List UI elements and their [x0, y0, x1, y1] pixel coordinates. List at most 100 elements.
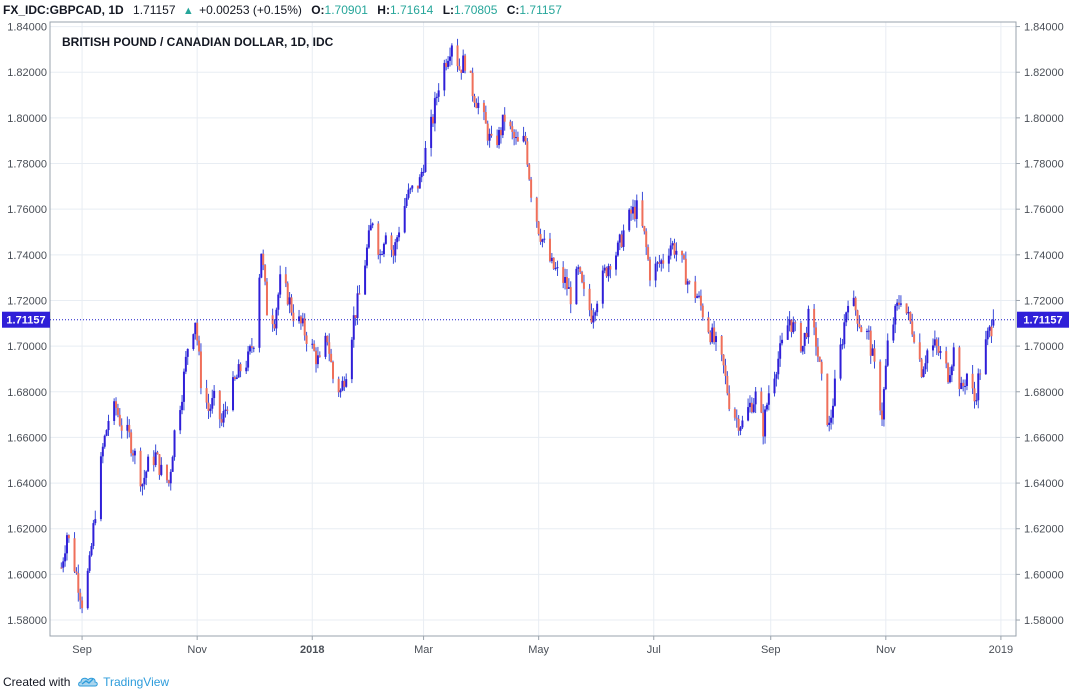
candle-down [475, 102, 478, 108]
candle-up [845, 312, 848, 323]
candle-up [603, 267, 606, 271]
candle-up [801, 345, 804, 352]
candle-down [120, 425, 123, 431]
y-tick-label-right: 1.58000 [1024, 615, 1064, 627]
candle-up [477, 102, 480, 108]
candle-down [537, 221, 540, 235]
candle-down [75, 571, 78, 574]
last-price: 1.71157 [133, 3, 176, 17]
candle-up [160, 464, 163, 475]
y-tick-label-right: 1.62000 [1024, 524, 1064, 536]
candle-up [992, 319, 995, 326]
candle-up [950, 366, 953, 376]
candle-down [377, 223, 380, 255]
candle-up [105, 430, 108, 436]
candle-down [662, 260, 665, 264]
candle-up [543, 238, 546, 240]
candle-up [892, 324, 895, 341]
candle-down [265, 281, 268, 316]
candle-down [490, 133, 493, 136]
candle-up [462, 55, 465, 73]
candle-down [156, 452, 159, 455]
candle-up [64, 553, 67, 562]
candle-up [298, 316, 301, 322]
candle-up [865, 331, 868, 333]
y-tick-label-right: 1.70000 [1024, 341, 1064, 353]
candle-down [516, 137, 519, 142]
candle-up [792, 322, 795, 333]
y-tick-label-left: 1.82000 [7, 67, 47, 79]
candle-down [60, 567, 63, 569]
candle-up [843, 322, 846, 345]
candle-down [303, 318, 306, 336]
candle-up [882, 389, 885, 420]
candle-down [707, 317, 710, 333]
candle-up [833, 378, 836, 406]
candle-up [577, 267, 580, 269]
y-tick-label-left: 1.80000 [7, 113, 47, 125]
candle-down [826, 373, 829, 426]
candle-up [382, 243, 385, 255]
candle-up [418, 177, 421, 189]
candle-up [435, 96, 438, 99]
candle-up [779, 343, 782, 359]
y-tick-label-right: 1.84000 [1024, 22, 1064, 34]
candle-down [813, 308, 816, 328]
candle-down [328, 342, 331, 354]
candle-down [643, 226, 646, 232]
candle-up [277, 294, 280, 310]
candle-up [924, 363, 927, 370]
candle-down [115, 401, 118, 408]
y-tick-label-left: 1.64000 [7, 478, 47, 490]
candle-down [116, 407, 119, 415]
candle-up [448, 56, 451, 61]
low-label: L: [442, 3, 455, 17]
candle-up [952, 347, 955, 367]
candle-down [971, 373, 974, 389]
candle-up [279, 274, 282, 295]
candle-down [158, 454, 161, 475]
y-tick-label-right: 1.80000 [1024, 113, 1064, 125]
candle-up [288, 297, 291, 305]
candle-down [286, 283, 289, 305]
candle-up [696, 296, 699, 298]
symbol-label[interactable]: FX_IDC:GBPCAD, 1D [3, 3, 124, 17]
y-tick-label-right: 1.60000 [1024, 569, 1064, 581]
candle-down [343, 380, 346, 387]
candle-down [299, 316, 302, 324]
candle-up [356, 293, 359, 318]
tradingview-cloud-icon[interactable] [77, 673, 98, 693]
y-tick-label-right: 1.72000 [1024, 295, 1064, 307]
tradingview-brand[interactable]: TradingView [103, 675, 170, 689]
x-tick-label: Sep [72, 644, 92, 656]
candle-up [675, 250, 678, 255]
x-tick-label: Mar [414, 644, 433, 656]
candle-down [81, 600, 84, 609]
candle-up [711, 327, 714, 343]
y-tick-label-right: 1.78000 [1024, 159, 1064, 171]
y-tick-label-right: 1.66000 [1024, 432, 1064, 444]
candle-up [339, 390, 342, 393]
candle-down [937, 346, 940, 353]
candle-down [220, 419, 223, 423]
candle-up [420, 171, 423, 178]
candle-up [931, 345, 934, 351]
candle-down [920, 359, 923, 378]
candle-down [73, 538, 76, 572]
candle-up [660, 260, 663, 264]
candle-down [471, 72, 474, 97]
candle-up [209, 408, 212, 411]
candle-down [735, 417, 738, 419]
candle-down [503, 114, 506, 122]
candle-up [443, 62, 446, 91]
candle-up [403, 205, 406, 233]
candle-down [645, 231, 648, 248]
candle-down [605, 267, 608, 277]
candle-up [896, 302, 899, 306]
candle-up [345, 379, 348, 387]
candle-up [747, 407, 750, 421]
candle-down [858, 323, 861, 328]
open-label: O: [311, 3, 325, 17]
candlestick-chart[interactable]: 1.58000 1.58000 1.60000 1.60000 1.62000 1.620… [0, 0, 1075, 672]
candle-down [733, 409, 736, 418]
